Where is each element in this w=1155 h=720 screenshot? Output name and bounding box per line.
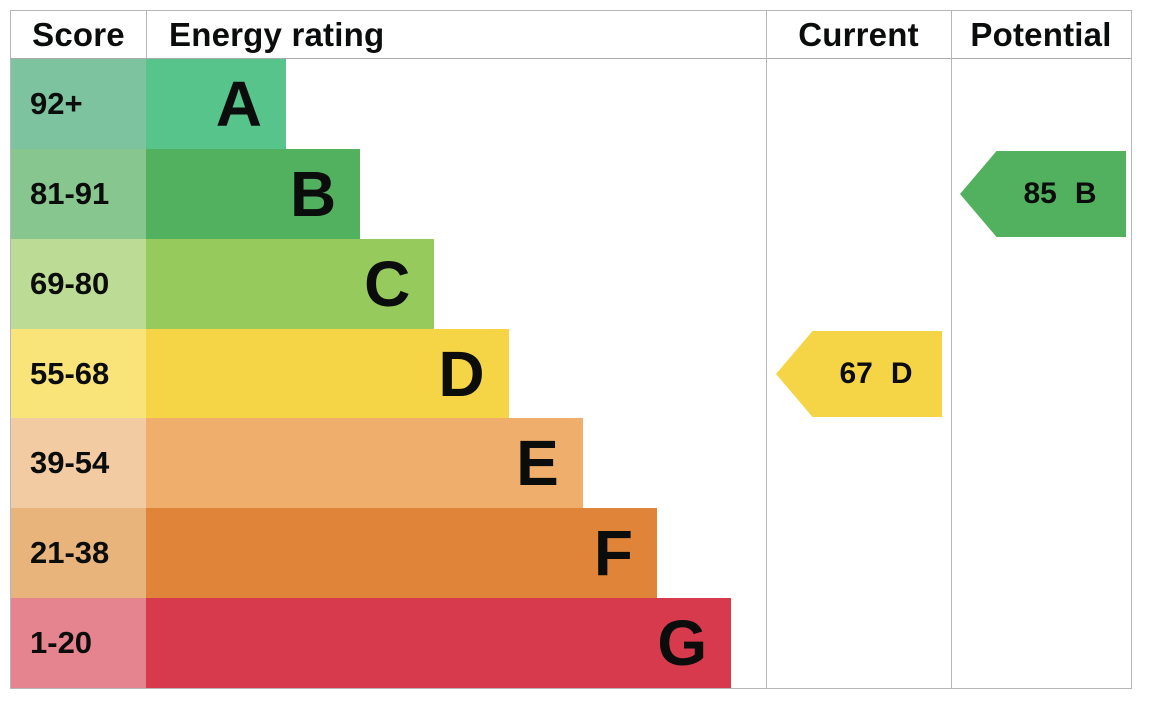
epc-rating-chart: Score Energy rating Current Potential 92… [10,10,1132,689]
potential-rating-value: 85 [1023,177,1057,210]
header-energy-rating: Energy rating [169,15,385,53]
score-range-c: 69-80 [11,238,146,329]
current-column-divider-line [766,11,767,688]
band-row-b: 81-91 B [11,148,766,239]
band-letter-d: D [438,337,485,410]
band-letter-f: F [593,517,633,590]
band-row-a: 92+ A [11,59,766,149]
header-current: Current [798,15,919,53]
band-bar-a: A [146,59,286,149]
rating-bands: 92+ A 81-91 B 69-80 C 55-68 D 39-54 E 21-38 F 1-20 G [11,59,766,689]
score-range-g: 1-20 [11,598,146,689]
band-letter-a: A [215,67,262,140]
current-rating-band: D [890,357,913,390]
band-row-g: 1-20 G [11,598,766,689]
score-range-b: 81-91 [11,148,146,239]
band-bar-b: B [146,148,361,239]
band-bar-c: C [146,238,435,329]
band-letter-c: C [364,247,411,320]
header-potential: Potential [970,15,1112,53]
potential-column-divider-line [951,11,952,688]
current-rating-value: 67 [839,357,873,390]
band-bar-e: E [146,418,583,509]
band-letter-g: G [657,607,708,680]
band-bar-f: F [146,508,657,599]
score-range-a: 92+ [11,59,146,149]
header-score: Score [32,15,125,53]
potential-rating-band: B [1074,177,1097,210]
band-row-f: 21-38 F [11,508,766,599]
band-row-d: 55-68 D [11,328,766,419]
current-rating-arrow: 67 D [776,331,942,417]
score-range-d: 55-68 [11,328,146,419]
score-range-f: 21-38 [11,508,146,599]
score-range-e: 39-54 [11,418,146,509]
band-bar-d: D [146,328,509,419]
band-bar-g: G [146,598,732,689]
band-row-c: 69-80 C [11,238,766,329]
header-divider-line [11,58,1131,59]
band-letter-b: B [289,157,337,230]
band-row-e: 39-54 E [11,418,766,509]
band-letter-e: E [516,427,559,500]
potential-rating-arrow: 85 B [960,151,1126,237]
score-rating-divider-line [146,11,147,58]
